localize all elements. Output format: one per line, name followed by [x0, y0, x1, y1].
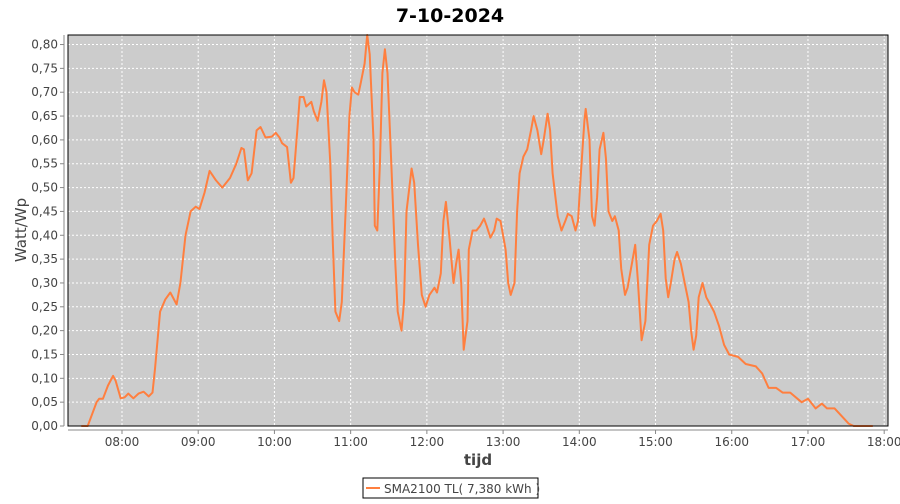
- x-tick-label: 08:00: [105, 435, 140, 449]
- y-tick-label: 0,10: [31, 371, 58, 385]
- y-tick-label: 0,80: [31, 38, 58, 52]
- y-tick-label: 0,35: [31, 252, 58, 266]
- y-tick-label: 0,05: [31, 395, 58, 409]
- y-tick-label: 0,00: [31, 419, 58, 433]
- x-tick-label: 16:00: [714, 435, 749, 449]
- x-tick-label: 13:00: [486, 435, 521, 449]
- y-axis-label: Watt/Wp: [12, 198, 30, 262]
- x-tick-label: 09:00: [181, 435, 216, 449]
- x-tick-label: 17:00: [791, 435, 826, 449]
- legend-box: [362, 477, 539, 499]
- series-line: [81, 34, 873, 427]
- x-tick-label: 11:00: [333, 435, 368, 449]
- y-tick-label: 0,65: [31, 109, 58, 123]
- x-tick-label: 14:00: [562, 435, 597, 449]
- y-tick-label: 0,50: [31, 181, 58, 195]
- chart-title: 7-10-2024: [396, 5, 504, 27]
- y-tick-label: 0,30: [31, 276, 58, 290]
- y-tick-label: 0,25: [31, 300, 58, 314]
- x-tick-label: 10:00: [257, 435, 292, 449]
- y-tick-label: 0,15: [31, 347, 58, 361]
- y-axis-ticks: 0,00 0,05 0,10 0,15 0,20 0,25 0,30 0,35 0,40 0,45…: [31, 38, 64, 433]
- legend: SMA2100 TL( 7,380 kWh ): [362, 477, 540, 499]
- y-tick-label: 0,75: [31, 61, 58, 75]
- y-tick-label: 0,45: [31, 204, 58, 218]
- plot-area: [68, 35, 888, 426]
- plot-border: [67, 34, 889, 427]
- x-tick-label: 15:00: [638, 435, 673, 449]
- legend-label: SMA2100 TL( 7,380 kWh ): [384, 482, 540, 496]
- x-axis-ticks: 08:00 09:00 10:00 11:00 12:00 13:00 14:00 15:00…: [105, 430, 900, 449]
- y-tick-label: 0,55: [31, 157, 58, 171]
- y-tick-label: 0,40: [31, 228, 58, 242]
- y-tick-label: 0,70: [31, 85, 58, 99]
- y-tick-label: 0,60: [31, 133, 58, 147]
- x-tick-label: 12:00: [410, 435, 445, 449]
- x-tick-label: 18:00: [867, 435, 900, 449]
- y-tick-label: 0,20: [31, 324, 58, 338]
- x-axis-label: tijd: [464, 451, 492, 469]
